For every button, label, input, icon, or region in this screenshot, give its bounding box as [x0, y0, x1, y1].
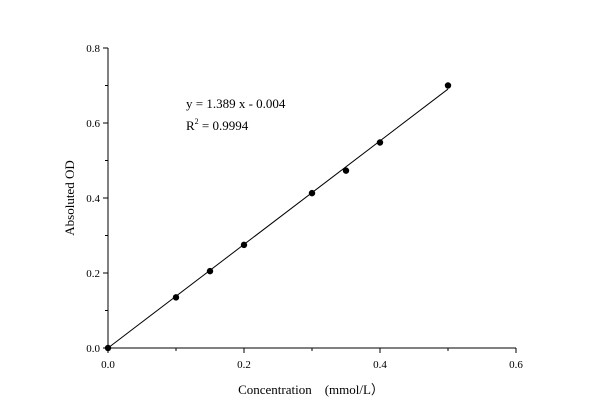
x-tick-label: 0.6 [509, 359, 523, 371]
data-point [104, 344, 112, 352]
data-point [444, 82, 452, 89]
x-axis-label: Concentration (mmol/L） [238, 382, 384, 397]
r-squared-base: R [186, 118, 195, 133]
data-point [172, 294, 180, 301]
data-point [342, 167, 350, 174]
fit-line [107, 88, 449, 349]
data-point [376, 139, 384, 146]
y-tick-label: 0.2 [86, 268, 100, 280]
data-point [308, 189, 316, 197]
r-squared-superscript: 2 [195, 117, 199, 126]
y-axis-label: Absoluted OD [62, 160, 77, 235]
fit-line-group [107, 88, 449, 349]
data-point [206, 267, 214, 275]
axes: 0.0 0.2 0.4 0.6 0.0 0.2 0.4 0.6 0.8 [86, 43, 523, 371]
x-tick-label: 0.4 [373, 359, 387, 371]
r-squared-value: = 0.9994 [199, 118, 249, 133]
data-point [240, 241, 248, 249]
y-tick-label: 0.4 [86, 193, 100, 205]
data-points [104, 82, 452, 352]
x-tick-label: 0.2 [237, 359, 251, 371]
y-tick-label: 0.8 [86, 43, 100, 55]
fit-equation: y = 1.389 x - 0.004 [186, 96, 286, 111]
r-squared-label: R2 = 0.9994 [186, 117, 249, 133]
y-tick-label: 0.0 [86, 343, 100, 355]
y-tick-label: 0.6 [86, 118, 100, 130]
x-tick-label: 0.0 [101, 359, 115, 371]
